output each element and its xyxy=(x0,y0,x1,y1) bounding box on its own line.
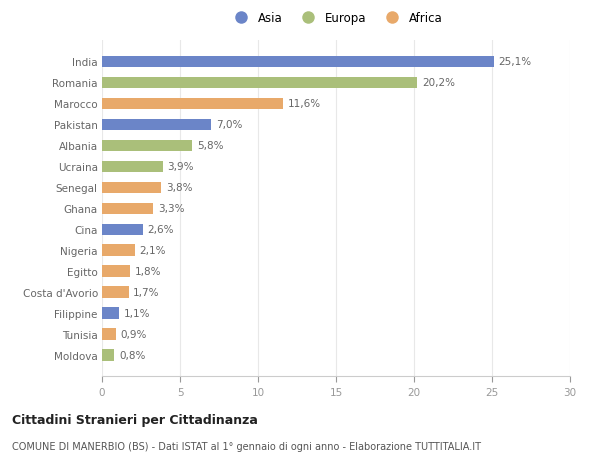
Text: 1,1%: 1,1% xyxy=(124,308,151,319)
Text: 5,8%: 5,8% xyxy=(197,141,224,151)
Bar xyxy=(102,266,130,277)
Text: 20,2%: 20,2% xyxy=(422,78,455,88)
Legend: Asia, Europa, Africa: Asia, Europa, Africa xyxy=(224,7,448,29)
Text: 2,1%: 2,1% xyxy=(139,246,166,256)
Text: 1,8%: 1,8% xyxy=(135,267,161,277)
Text: 2,6%: 2,6% xyxy=(147,225,174,235)
Bar xyxy=(102,287,128,298)
Text: 1,7%: 1,7% xyxy=(133,288,160,297)
Bar xyxy=(102,56,494,68)
Bar xyxy=(102,98,283,110)
Bar xyxy=(102,329,116,340)
Bar xyxy=(102,203,154,215)
Text: 11,6%: 11,6% xyxy=(287,99,321,109)
Text: 3,8%: 3,8% xyxy=(166,183,193,193)
Bar xyxy=(102,350,115,361)
Bar xyxy=(102,140,193,152)
Bar xyxy=(102,78,417,89)
Text: 3,3%: 3,3% xyxy=(158,204,185,214)
Text: Cittadini Stranieri per Cittadinanza: Cittadini Stranieri per Cittadinanza xyxy=(12,413,258,426)
Bar xyxy=(102,308,119,319)
Bar xyxy=(102,224,143,235)
Bar xyxy=(102,182,161,194)
Text: 0,9%: 0,9% xyxy=(121,330,147,340)
Bar xyxy=(102,245,135,257)
Text: 25,1%: 25,1% xyxy=(498,57,532,67)
Text: 0,8%: 0,8% xyxy=(119,350,146,360)
Text: COMUNE DI MANERBIO (BS) - Dati ISTAT al 1° gennaio di ogni anno - Elaborazione T: COMUNE DI MANERBIO (BS) - Dati ISTAT al … xyxy=(12,441,481,451)
Text: 7,0%: 7,0% xyxy=(216,120,242,130)
Bar xyxy=(102,119,211,131)
Text: 3,9%: 3,9% xyxy=(167,162,194,172)
Bar xyxy=(102,161,163,173)
